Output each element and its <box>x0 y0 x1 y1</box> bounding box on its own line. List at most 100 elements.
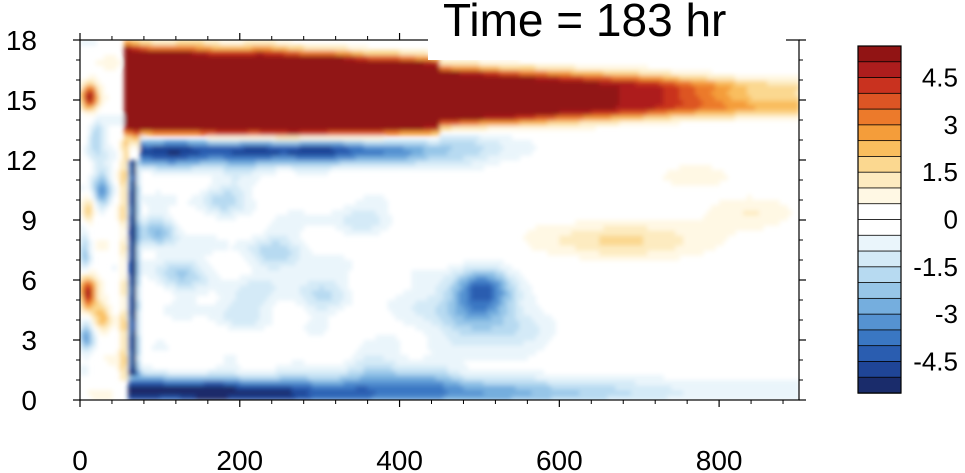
heatmap-cell <box>187 255 193 261</box>
heatmap-cell <box>495 380 501 386</box>
heatmap-cell <box>447 105 453 111</box>
heatmap-cell <box>283 235 289 241</box>
heatmap-cell <box>383 395 389 400</box>
heatmap-cell <box>171 305 177 311</box>
heatmap-cell <box>99 140 105 146</box>
heatmap-cell <box>283 75 289 81</box>
heatmap-cell <box>247 300 253 306</box>
heatmap-cell <box>215 375 221 381</box>
heatmap-cell <box>279 45 285 51</box>
heatmap-cell <box>459 330 465 336</box>
heatmap-cell <box>251 310 257 316</box>
heatmap-cell <box>131 330 137 336</box>
heatmap-cell <box>195 75 201 81</box>
heatmap-cell <box>231 195 237 201</box>
heatmap-cell <box>87 340 93 346</box>
heatmap-cell <box>475 140 481 146</box>
heatmap-cell <box>80 260 85 266</box>
heatmap-cell <box>451 345 457 351</box>
heatmap-cell <box>251 285 257 291</box>
heatmap-cell <box>207 200 213 206</box>
heatmap-cell <box>183 260 189 266</box>
heatmap-cell <box>119 220 125 226</box>
heatmap-cell <box>259 300 265 306</box>
heatmap-cell <box>127 235 133 241</box>
heatmap-cell <box>83 305 89 311</box>
heatmap-cell <box>335 50 341 56</box>
heatmap-cell <box>291 360 297 366</box>
heatmap-cell <box>431 120 437 126</box>
heatmap-cell <box>319 365 325 371</box>
heatmap-cell <box>303 265 309 271</box>
heatmap-cell <box>80 95 85 101</box>
heatmap-cell <box>91 330 97 336</box>
heatmap-cell <box>427 370 433 376</box>
heatmap-cell <box>123 105 129 111</box>
heatmap-cell <box>363 145 369 151</box>
heatmap-cell <box>259 50 265 56</box>
heatmap-cell <box>335 385 341 391</box>
heatmap-cell <box>371 395 377 400</box>
heatmap-cell <box>119 375 125 381</box>
heatmap-cell <box>471 335 477 341</box>
heatmap-cell <box>303 285 309 291</box>
heatmap-cell <box>211 280 217 286</box>
heatmap-cell <box>87 205 93 211</box>
heatmap-cell <box>267 275 273 281</box>
heatmap-cell <box>155 195 161 201</box>
heatmap-cell <box>471 95 477 101</box>
heatmap-cell <box>447 95 453 101</box>
heatmap-cell <box>395 355 401 361</box>
heatmap-cell <box>167 115 173 121</box>
heatmap-cell <box>80 330 85 336</box>
heatmap-cell <box>163 390 169 396</box>
heatmap-cell <box>131 255 137 261</box>
heatmap-cell <box>103 185 109 191</box>
heatmap-cell <box>295 75 301 81</box>
heatmap-cell <box>215 115 221 121</box>
heatmap-cell <box>323 155 329 161</box>
heatmap-cell <box>203 380 209 386</box>
heatmap-cell <box>479 100 485 106</box>
heatmap-cell <box>203 235 209 241</box>
heatmap-cell <box>263 160 269 166</box>
heatmap-cell <box>243 375 249 381</box>
heatmap-cell <box>275 280 281 286</box>
heatmap-cell <box>275 290 281 296</box>
heatmap-cell <box>107 325 113 331</box>
heatmap-cell <box>287 155 293 161</box>
heatmap-cell <box>255 160 261 166</box>
heatmap-cell <box>167 275 173 281</box>
heatmap-cell <box>295 55 301 61</box>
heatmap-cell <box>191 395 197 400</box>
heatmap-cell <box>311 105 317 111</box>
heatmap-cell <box>447 115 453 121</box>
heatmap-cell <box>491 325 497 331</box>
heatmap-cell <box>323 45 329 51</box>
heatmap-cell <box>167 120 173 126</box>
heatmap-cell <box>203 150 209 156</box>
heatmap-cell <box>323 85 329 91</box>
heatmap-cell <box>147 265 153 271</box>
heatmap-cell <box>451 95 457 101</box>
heatmap-cell <box>171 285 177 291</box>
heatmap-cell <box>279 165 285 171</box>
heatmap-cell <box>271 225 277 231</box>
heatmap-cell <box>207 375 213 381</box>
heatmap-cell <box>431 75 437 81</box>
heatmap-cell <box>351 75 357 81</box>
heatmap-cell <box>423 385 429 391</box>
heatmap-cell <box>291 395 297 400</box>
heatmap-cell <box>271 155 277 161</box>
heatmap-cell <box>435 325 441 331</box>
heatmap-cell <box>383 160 389 166</box>
heatmap-cell <box>143 125 149 131</box>
heatmap-cell <box>191 40 197 46</box>
heatmap-cell <box>491 300 497 306</box>
heatmap-cell <box>475 370 481 376</box>
heatmap-cell <box>151 245 157 251</box>
heatmap-cell <box>231 60 237 66</box>
heatmap-cell <box>383 200 389 206</box>
heatmap-cell <box>447 330 453 336</box>
heatmap-cell <box>227 375 233 381</box>
